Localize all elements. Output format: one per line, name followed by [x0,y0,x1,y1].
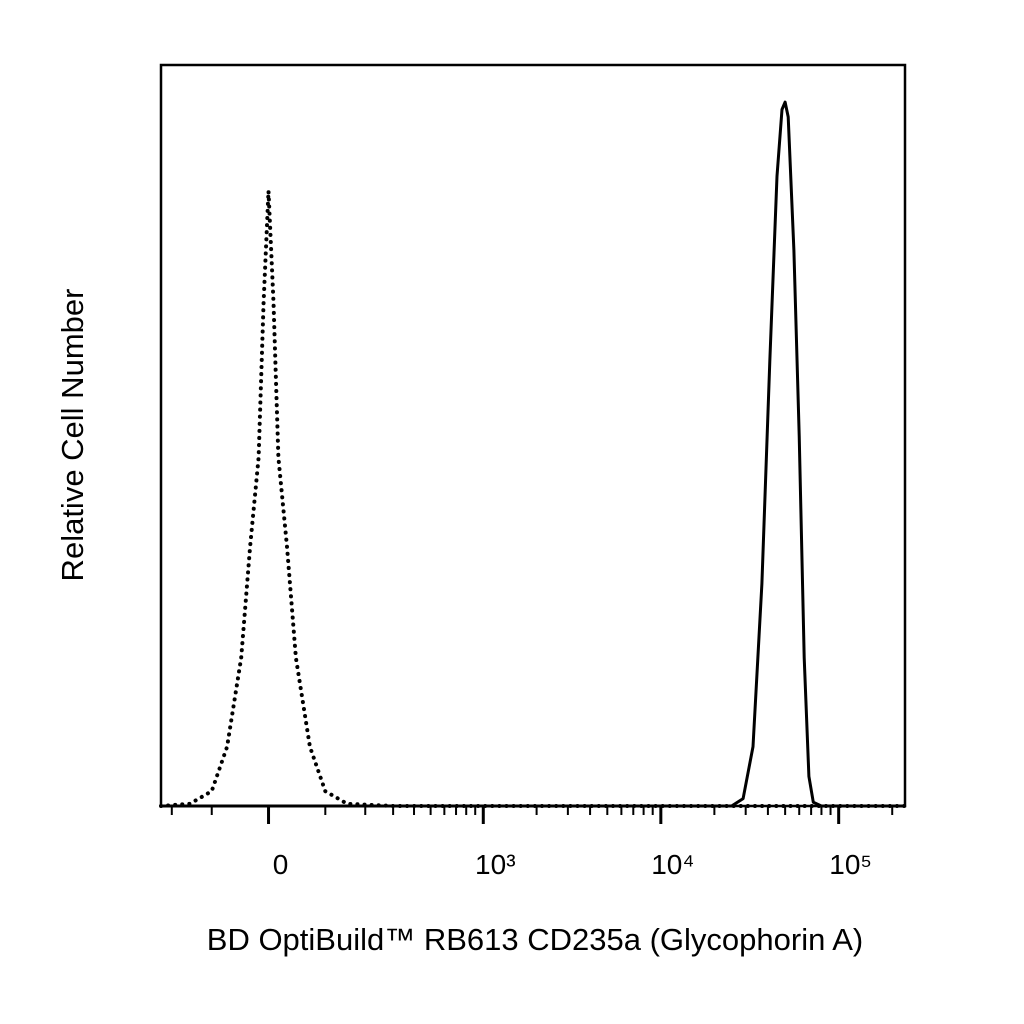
x-tick-label: 0 [273,849,289,880]
x-axis-label: BD OptiBuild™ RB613 CD235a (Glycophorin … [207,922,863,957]
x-tick-label: 10³ [475,849,515,880]
plot-frame [159,63,907,808]
histogram-line [161,100,905,808]
x-tick-label: 10⁵ [829,849,872,880]
x-tick-label: 10⁴ [651,849,694,880]
y-axis-label: Relative Cell Number [55,289,90,582]
